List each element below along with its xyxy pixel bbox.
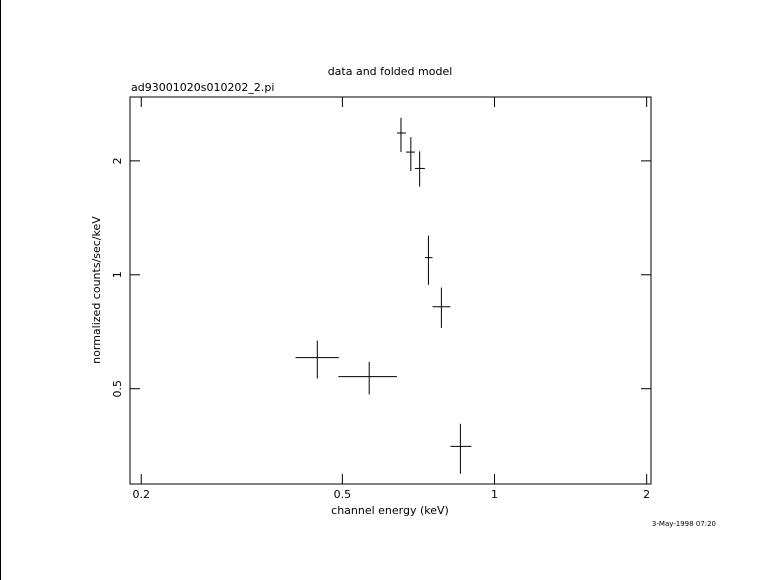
timestamp: 3-May-1998 07:20 <box>652 520 716 528</box>
y-tick-label: 2 <box>111 157 124 164</box>
x-tick-label: 0.5 <box>334 488 352 501</box>
plot-frame <box>129 96 652 485</box>
y-axis-label: normalized counts/sec/keV <box>90 216 103 364</box>
x-tick-label: 2 <box>643 488 650 501</box>
x-axis-label: channel energy (keV) <box>331 504 449 517</box>
x-tick-label: 0.2 <box>133 488 151 501</box>
y-tick-label: 0.5 <box>111 380 124 398</box>
y-tick-label: 1 <box>111 271 124 278</box>
chart-subtitle: ad93001020s010202_2.pi <box>131 81 274 94</box>
x-tick-label: 1 <box>491 488 498 501</box>
chart-title: data and folded model <box>328 65 453 78</box>
